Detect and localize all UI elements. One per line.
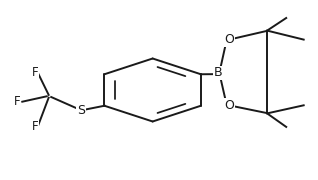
Text: S: S	[77, 104, 85, 117]
Text: F: F	[32, 120, 38, 133]
Text: O: O	[224, 33, 234, 46]
Text: F: F	[32, 66, 38, 78]
Text: O: O	[224, 99, 234, 112]
Text: F: F	[14, 95, 21, 108]
Text: B: B	[213, 66, 222, 79]
